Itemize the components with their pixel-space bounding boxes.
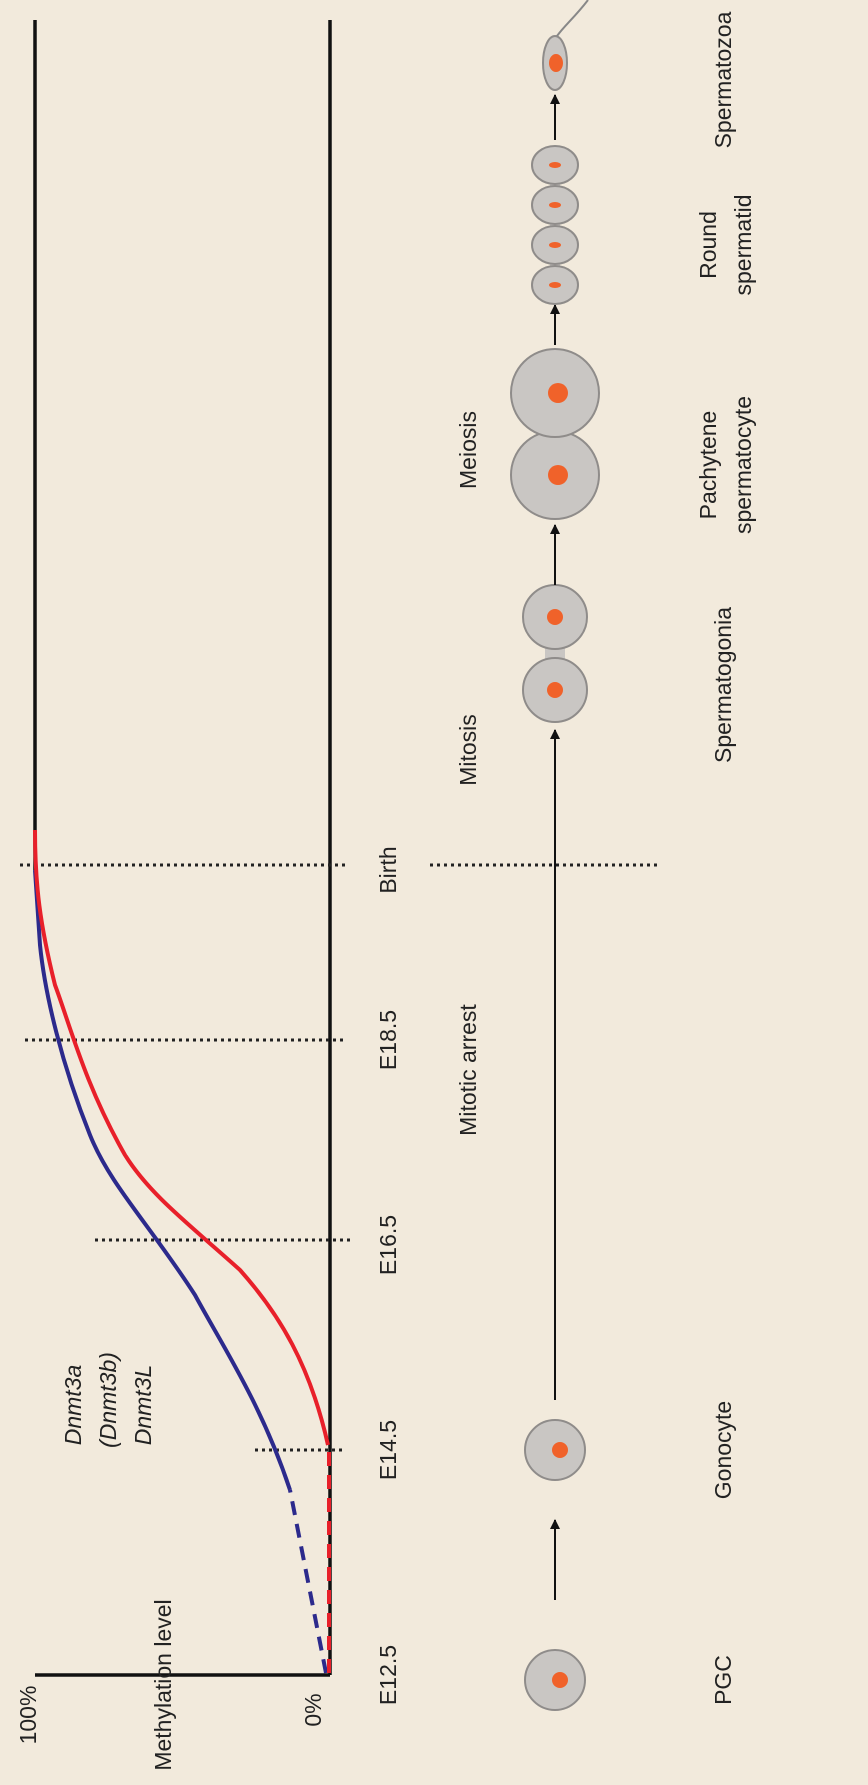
red-curve	[35, 830, 328, 1445]
x-label: E16.5	[375, 1215, 401, 1275]
gene-label: Dnmt3L	[130, 1365, 156, 1446]
y-min-label: 0%	[300, 1693, 326, 1726]
phase-label: Meiosis	[455, 411, 481, 489]
rotated-content: 100% Methylation level 0% E12.5 E14.5 E1…	[15, 0, 756, 1771]
x-label: E14.5	[375, 1420, 401, 1480]
gene-label: (Dnmt3b)	[95, 1352, 121, 1448]
figure: 100% Methylation level 0% E12.5 E14.5 E1…	[0, 0, 868, 1785]
phase-label: Mitosis	[455, 714, 481, 786]
blue-dashed-curve	[290, 1490, 326, 1673]
gene-label: Dnmt3a	[60, 1365, 86, 1446]
stage-label: Round	[695, 211, 721, 279]
stage-label: Pachytene	[695, 411, 721, 520]
y-max-label: 100%	[15, 1686, 41, 1745]
stage-label: spermatid	[730, 195, 756, 296]
stage-label: PGC	[710, 1655, 736, 1705]
stage-label: Spermatogonia	[710, 607, 736, 763]
stage-label: spermatocyte	[730, 396, 756, 534]
stage-label: Spermatozoa	[710, 11, 736, 148]
cells	[511, 0, 599, 1710]
page: 100% Methylation level 0% E12.5 E14.5 E1…	[0, 0, 868, 1785]
phase-label: Mitotic arrest	[455, 1004, 481, 1136]
x-label: E18.5	[375, 1010, 401, 1070]
x-label: E12.5	[375, 1645, 401, 1705]
y-axis-label: Methylation level	[150, 1599, 176, 1770]
stage-label: Gonocyte	[710, 1401, 736, 1499]
x-label: Birth	[375, 846, 401, 893]
